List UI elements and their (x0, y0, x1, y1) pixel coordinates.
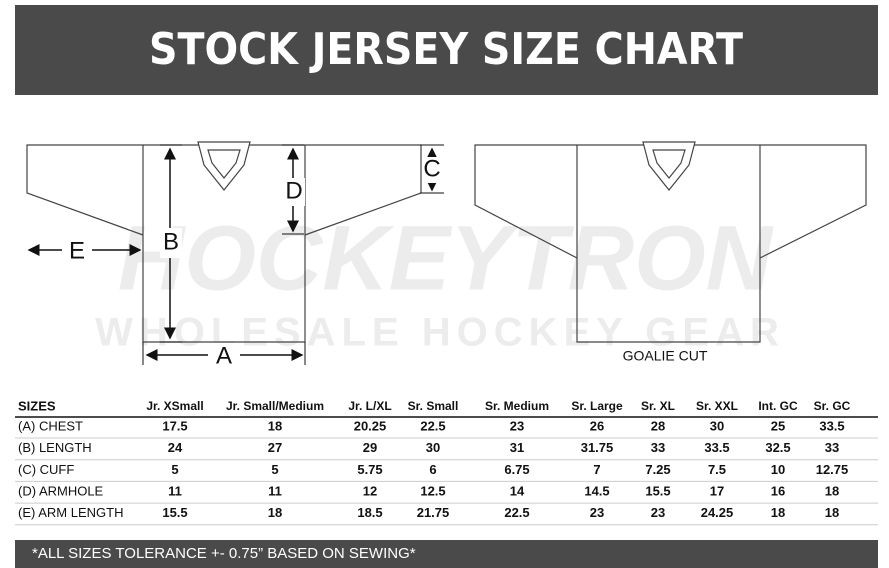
cell: 14.5 (584, 484, 609, 499)
cell: 21.75 (417, 505, 450, 520)
cell: 23 (651, 505, 665, 520)
goalie-caption: GOALIE CUT (623, 348, 708, 364)
cell: 12 (363, 484, 377, 499)
cell: 18 (771, 505, 785, 520)
cell: 17 (710, 484, 724, 499)
cell: 20.25 (354, 418, 387, 433)
cell: 25 (771, 418, 785, 433)
cell: 22.5 (420, 418, 445, 433)
column-header: Sr. GC (814, 399, 851, 413)
title: STOCK JERSEY SIZE CHART (149, 24, 743, 75)
row-label: (C) CUFF (18, 462, 74, 477)
cell: 15.5 (645, 484, 670, 499)
watermark-brand: HOCKEYTRON (118, 207, 775, 309)
column-header: Int. GC (758, 399, 798, 413)
label-e: E (69, 237, 85, 264)
header-bar (15, 5, 878, 95)
column-header: Sr. XL (641, 399, 675, 413)
label-d: D (285, 177, 302, 204)
cell: 33 (825, 440, 839, 455)
label-c: C (423, 155, 440, 182)
cell: 6 (429, 462, 436, 477)
footer-bar (15, 540, 878, 568)
row-label: (A) CHEST (18, 418, 83, 433)
column-header: Sr. Medium (485, 399, 549, 413)
cell: 12.75 (816, 462, 849, 477)
cell: 32.5 (765, 440, 790, 455)
cell: 18 (825, 484, 839, 499)
column-header: Jr. Small/Medium (226, 399, 324, 413)
cell: 18.5 (357, 505, 382, 520)
cell: 26 (590, 418, 604, 433)
cell: 11 (268, 484, 282, 499)
cell: 30 (710, 418, 724, 433)
column-header: SIZES (18, 398, 56, 413)
cell: 5.75 (357, 462, 382, 477)
column-header: Sr. Small (408, 399, 459, 413)
cell: 31 (510, 440, 524, 455)
cell: 12.5 (420, 484, 445, 499)
cell: 31.75 (581, 440, 614, 455)
label-b: B (163, 228, 179, 255)
cell: 33.5 (704, 440, 729, 455)
column-header: Jr. L/XL (348, 399, 391, 413)
cell: 18 (825, 505, 839, 520)
footer-note: *ALL SIZES TOLERANCE +- 0.75” BASED ON S… (32, 545, 416, 562)
cell: 6.75 (504, 462, 529, 477)
cell: 10 (771, 462, 785, 477)
cell: 7 (593, 462, 600, 477)
cell: 17.5 (162, 418, 187, 433)
cell: 5 (171, 462, 178, 477)
cell: 27 (268, 440, 282, 455)
cell: 7.25 (645, 462, 670, 477)
cell: 24 (168, 440, 183, 455)
row-label: (E) ARM LENGTH (18, 505, 123, 520)
cell: 24.25 (701, 505, 734, 520)
cell: 28 (651, 418, 665, 433)
cell: 18 (268, 505, 282, 520)
cell: 7.5 (708, 462, 726, 477)
cell: 16 (771, 484, 785, 499)
column-header: Sr. Large (571, 399, 623, 413)
cell: 33 (651, 440, 665, 455)
goalie-diagram (474, 141, 867, 343)
cell: 18 (268, 418, 282, 433)
size-table: SIZES Jr. XSmall Jr. Small/Medium Jr. L/XL S… (15, 398, 878, 526)
cell: 30 (426, 440, 440, 455)
row-label: (D) ARMHOLE (18, 484, 104, 499)
cell: 29 (363, 440, 377, 455)
row-label: (B) LENGTH (18, 440, 92, 455)
cell: 23 (510, 418, 524, 433)
cell: 23 (590, 505, 604, 520)
column-header: Jr. XSmall (146, 399, 203, 413)
cell: 11 (168, 484, 182, 499)
column-header: Sr. XXL (696, 399, 738, 413)
cell: 33.5 (819, 418, 844, 433)
cell: 5 (271, 462, 278, 477)
cell: 22.5 (504, 505, 529, 520)
cell: 15.5 (162, 505, 187, 520)
label-a: A (216, 342, 232, 369)
cell: 14 (510, 484, 525, 499)
